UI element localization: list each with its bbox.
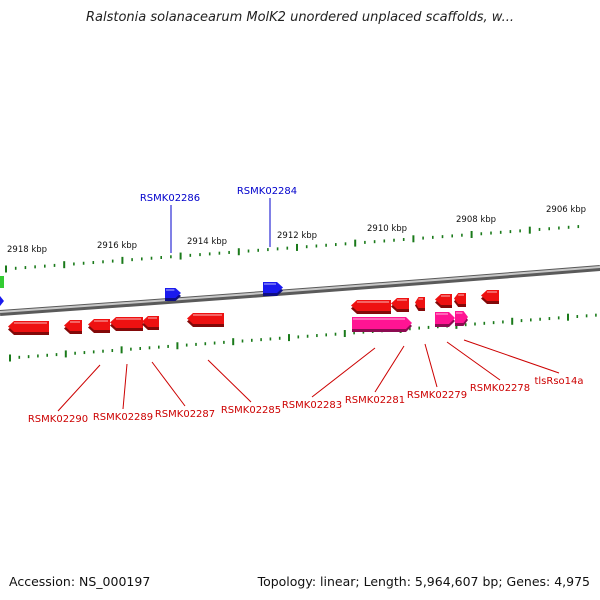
gene-arrow-body xyxy=(8,321,49,332)
leader-line xyxy=(374,345,405,393)
gene-arrow-body xyxy=(481,290,499,301)
gene-arrow-blue xyxy=(263,282,283,296)
gene-arrow-highlight xyxy=(456,312,463,314)
genome-summary-text: Topology: linear; Length: 5,964,607 bp; … xyxy=(257,574,590,589)
ruler-label: 2914 kbp xyxy=(187,237,227,247)
gene-arrow-body xyxy=(455,311,468,323)
ruler-labels: 2918 kbp 2916 kbp 2914 kbp 2912 kbp 2910 kbp… xyxy=(7,205,586,255)
accession-text: Accession: NS_000197 xyxy=(9,574,151,589)
gene-arrow-red xyxy=(351,300,391,314)
leader-line xyxy=(311,347,376,398)
gene-arrow-red xyxy=(187,313,224,327)
gene-label-bottom: RSMK02285 xyxy=(221,405,281,416)
gene-label-top: RSMK02286 xyxy=(140,193,200,204)
gene-arrow-body xyxy=(110,317,143,328)
leader-line xyxy=(424,343,438,388)
gene-arrow-body xyxy=(351,300,391,311)
leader-line xyxy=(463,339,560,374)
gene-label-bottom: RSMK02287 xyxy=(155,409,215,420)
gene-arrow-highlight xyxy=(116,318,141,320)
gene-arrow-highlight xyxy=(458,294,464,296)
rna-feature-pink xyxy=(455,311,468,326)
gene-arrow-highlight xyxy=(94,320,108,322)
genome-backbone-highlight xyxy=(0,266,600,313)
gene-arrow-highlight xyxy=(353,318,405,320)
gene-arrow-body xyxy=(64,320,82,331)
gene-label-bottom: RSMK02289 xyxy=(93,412,153,423)
gene-arrow-body xyxy=(352,317,412,329)
ruler-label: 2908 kbp xyxy=(456,215,496,225)
ruler-label: 2910 kbp xyxy=(367,224,407,234)
gene-arrow-red xyxy=(88,319,110,333)
gene-arrow-red xyxy=(454,293,466,307)
gene-label-bottom: RSMK02290 xyxy=(28,414,88,425)
gene-label-top: RSMK02284 xyxy=(237,186,297,197)
gene-arrow-red xyxy=(64,320,82,334)
gene-arrow-highlight xyxy=(166,289,175,291)
gene-arrow-body xyxy=(187,313,224,324)
gene-arrow-body xyxy=(454,293,466,304)
ruler-label: 2912 kbp xyxy=(277,231,317,241)
gene-arrow-highlight xyxy=(264,283,276,285)
rna-feature-pink xyxy=(352,317,412,332)
leader-line xyxy=(57,364,101,412)
gene-arrow-body xyxy=(435,294,452,305)
leader-line xyxy=(122,363,128,410)
gene-arrow-highlight xyxy=(14,322,47,324)
gene-arrow-red xyxy=(391,298,409,312)
gene-arrow-highlight xyxy=(70,321,80,323)
leader-line xyxy=(207,359,252,403)
gene-arrow-body xyxy=(165,288,181,298)
gene-feature-green xyxy=(0,276,4,288)
gene-arrow-red xyxy=(415,297,425,311)
gene-label-bottom: RSMK02281 xyxy=(345,395,405,406)
gene-arrow-highlight xyxy=(487,291,497,293)
gene-arrow-red xyxy=(110,317,143,331)
gene-arrow-body xyxy=(435,312,455,324)
ruler-label: 2916 kbp xyxy=(97,241,137,251)
gene-arrow-body xyxy=(142,316,159,327)
gene-arrow-body xyxy=(391,298,409,309)
gene-label-bottom: tlsRso14a xyxy=(534,376,583,387)
gene-arrow-highlight xyxy=(147,317,157,319)
gene-arrow-red xyxy=(8,321,49,335)
gene-label-bottom: RSMK02279 xyxy=(407,390,467,401)
leader-line xyxy=(151,361,186,407)
gene-arrow-highlight xyxy=(418,298,423,300)
gene-arrow-highlight xyxy=(436,313,448,315)
gene-arrow-highlight xyxy=(193,314,222,316)
gene-arrow-body xyxy=(415,297,425,308)
gene-arrow-red xyxy=(481,290,499,304)
gene-feature-blue-edge xyxy=(0,296,4,306)
label-leader-lines xyxy=(57,198,560,412)
gene-label-bottom: RSMK02278 xyxy=(470,383,530,394)
gene-arrow-body xyxy=(263,282,283,293)
gene-arrow-highlight xyxy=(397,299,407,301)
leader-line xyxy=(446,341,501,381)
gene-arrow-highlight xyxy=(440,295,450,297)
gene-arrow-red xyxy=(142,316,159,330)
gene-arrow-highlight xyxy=(357,301,389,303)
gene-arrow-body xyxy=(88,319,110,330)
map-title: Ralstonia solanacearum MolK2 unordered u… xyxy=(85,10,514,25)
ruler-label: 2918 kbp xyxy=(7,245,47,255)
gene-label-bottom: RSMK02283 xyxy=(282,400,342,411)
gene-arrow-blue xyxy=(165,288,181,301)
ruler-label: 2906 kbp xyxy=(546,205,586,215)
gene-features xyxy=(0,276,499,335)
gene-arrow-red xyxy=(435,294,452,308)
upper-ruler-ticks xyxy=(5,225,580,273)
rna-feature-pink xyxy=(435,312,455,327)
